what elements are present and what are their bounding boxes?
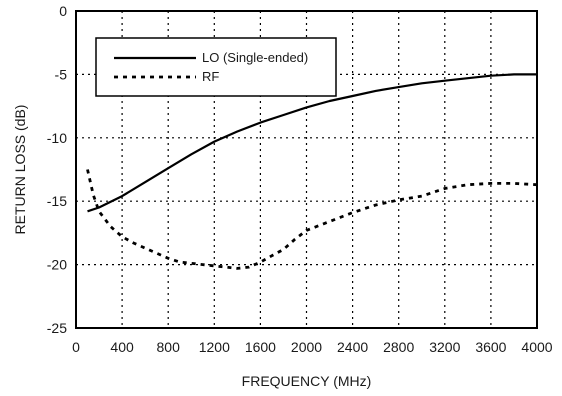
- x-tick-label: 2000: [291, 339, 322, 355]
- grid-lines: [76, 11, 537, 328]
- y-tick-label: -25: [47, 320, 67, 336]
- x-tick-label: 3200: [429, 339, 460, 355]
- x-tick-label: 2400: [337, 339, 368, 355]
- plot-frame: [75, 10, 538, 329]
- x-tick-label: 1600: [245, 339, 276, 355]
- legend: LO (Single-ended) RF: [95, 37, 337, 97]
- y-tick-label: -15: [47, 193, 67, 209]
- y-tick-label: 0: [59, 3, 67, 19]
- y-tick-label: -10: [47, 130, 67, 146]
- series-layer: [86, 73, 538, 270]
- x-tick-label: 1200: [199, 339, 230, 355]
- x-tick-label: 400: [110, 339, 134, 355]
- y-tick-label: -5: [55, 66, 68, 82]
- legend-label-rf: RF: [202, 69, 219, 84]
- legend-label-lo: LO (Single-ended): [202, 50, 308, 65]
- x-tick-label: 3600: [475, 339, 506, 355]
- x-tick-label: 800: [157, 339, 181, 355]
- x-tick-label: 2800: [383, 339, 414, 355]
- series-line-lo: [87, 73, 537, 213]
- y-axis-title: RETURN LOSS (dB): [12, 105, 28, 235]
- legend-box: [95, 37, 337, 97]
- x-axis-title: FREQUENCY (MHz): [242, 373, 372, 389]
- series-line-rf: [86, 169, 538, 270]
- x-tick-label: 0: [72, 339, 80, 355]
- tick-labels: 0 400 800 1200 1600 2000 2400 2800 3200 3600 4000 0…: [47, 3, 553, 355]
- y-tick-label: -20: [47, 257, 67, 273]
- x-tick-label: 4000: [521, 339, 552, 355]
